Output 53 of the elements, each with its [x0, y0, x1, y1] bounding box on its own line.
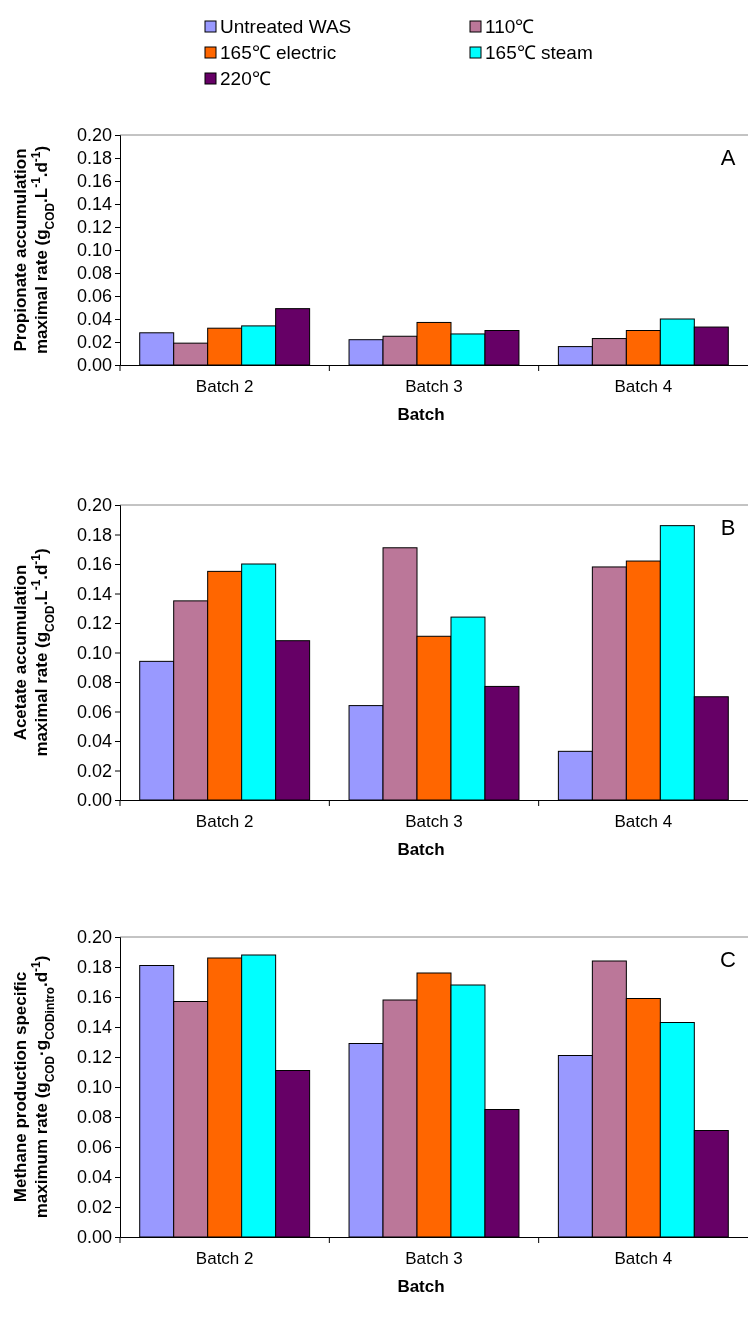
x-tick-label: Batch 4 — [614, 811, 673, 831]
y-tick-label: 0.00 — [76, 355, 112, 376]
x-tick-label: Batch 4 — [614, 376, 673, 396]
y-tick-label: 0.06 — [76, 286, 112, 307]
y-tick-label: 0.16 — [76, 554, 112, 575]
y-tick-label: 0.14 — [76, 583, 112, 604]
y-tick-label: 0.10 — [76, 1077, 112, 1098]
legend-label: 165℃ steam — [485, 42, 593, 63]
annotation: C — [720, 947, 737, 972]
y-tick-label: 0.04 — [76, 1167, 112, 1188]
y-tick-label: 0.14 — [76, 194, 112, 215]
legend-label: 220℃ — [220, 68, 271, 89]
y-tick-label: 0.06 — [76, 1137, 112, 1158]
y-tick-label: 0.20 — [76, 495, 112, 516]
x-tick-label: Batch 2 — [195, 376, 254, 396]
y-tick-label: 0.00 — [76, 1227, 112, 1248]
y-tick-label: 0.02 — [76, 1197, 112, 1218]
y-tick-label: 0.10 — [76, 642, 112, 663]
y-tick-label: 0.14 — [76, 1017, 112, 1038]
x-tick-label: Batch 3 — [405, 811, 463, 831]
x-tick-label: Batch 3 — [405, 1248, 463, 1268]
x-tick-label: Batch 2 — [195, 811, 254, 831]
x-axis-title: Batch — [397, 840, 445, 859]
annotation: A — [720, 145, 736, 170]
x-axis-title: Batch — [397, 1277, 445, 1296]
y-tick-label: 0.00 — [76, 790, 112, 811]
legend-label: 165℃ electric — [220, 42, 337, 63]
y-tick-label: 0.08 — [76, 672, 112, 693]
y-tick-label: 0.18 — [76, 957, 112, 978]
x-tick-label: Batch 4 — [614, 1248, 673, 1268]
y-tick-label: 0.08 — [76, 1107, 112, 1128]
y-tick-label: 0.12 — [76, 613, 112, 634]
y-tick-label: 0.02 — [76, 760, 112, 781]
y-tick-label: 0.12 — [76, 217, 112, 238]
y-tick-label: 0.16 — [76, 987, 112, 1008]
y-tick-label: 0.12 — [76, 1047, 112, 1068]
y-tick-label: 0.02 — [76, 332, 112, 353]
y-tick-label: 0.08 — [76, 263, 112, 284]
y-tick-label: 0.04 — [76, 309, 112, 330]
y-tick-label: 0.18 — [76, 524, 112, 545]
y-tick-label: 0.20 — [76, 927, 112, 948]
y-tick-label: 0.20 — [76, 125, 112, 146]
annotation: B — [720, 515, 736, 540]
y-tick-label: 0.16 — [76, 171, 112, 192]
x-axis-title: Batch — [397, 405, 445, 424]
y-tick-label: 0.10 — [76, 240, 112, 261]
x-tick-label: Batch 2 — [195, 1248, 254, 1268]
legend-label: Untreated WAS — [220, 16, 352, 37]
y-tick-label: 0.18 — [76, 148, 112, 169]
y-tick-label: 0.04 — [76, 731, 112, 752]
y-tick-label: 0.06 — [76, 701, 112, 722]
legend-label: 110℃ — [485, 16, 535, 37]
x-tick-label: Batch 3 — [405, 376, 463, 396]
